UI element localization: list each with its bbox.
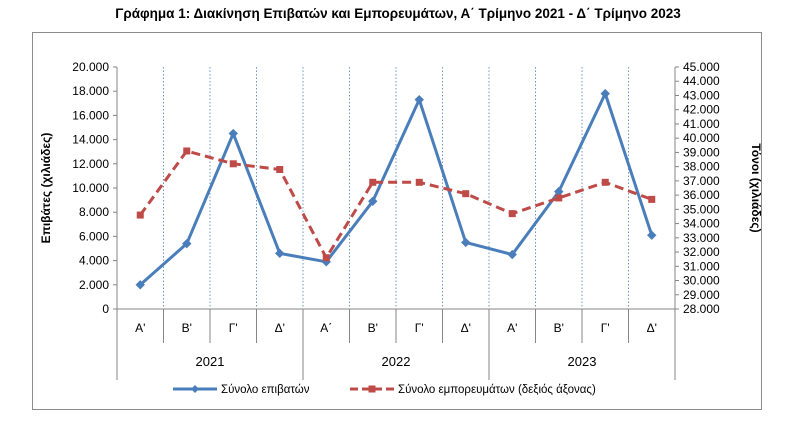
x-group-label-year: 2023 <box>568 354 597 369</box>
y-tick-label-left: 18.000 <box>72 84 109 98</box>
y-tick-label-right: 29.000 <box>683 288 720 302</box>
y-tick-label-left: 8.000 <box>79 205 109 219</box>
y-tick-label-right: 41.000 <box>683 117 720 131</box>
data-point-diamond <box>228 128 238 139</box>
data-point-square <box>229 160 237 168</box>
data-point-diamond <box>507 249 517 260</box>
x-tick-label-quarter: Δ' <box>647 321 657 335</box>
y-tick-label-right: 30.000 <box>683 274 720 288</box>
data-point-diamond <box>275 248 285 259</box>
x-tick-label-quarter: Γ' <box>229 321 238 335</box>
data-point-square <box>508 210 516 218</box>
y-tick-label-right: 39.000 <box>683 145 720 159</box>
x-tick-label-quarter: Α' <box>507 321 517 335</box>
legend-marker-diamond <box>191 385 199 393</box>
data-point-square <box>648 195 656 203</box>
data-point-square <box>276 165 284 173</box>
series-line-1 <box>139 92 654 286</box>
data-point-diamond <box>461 237 471 248</box>
x-tick-label-quarter: Β' <box>368 321 378 335</box>
y-tick-label-left: 12.000 <box>72 157 109 171</box>
x-tick-label-quarter: Α΄ <box>320 321 332 335</box>
y-tick-label-left: 6.000 <box>79 229 109 243</box>
data-point-square <box>183 147 191 155</box>
x-tick-label-quarter: Β' <box>182 321 192 335</box>
y-tick-label-right: 28.000 <box>683 302 720 316</box>
data-point-square <box>601 178 609 186</box>
data-point-diamond <box>600 88 610 99</box>
x-tick-label-quarter: Β' <box>554 321 564 335</box>
y-tick-label-left: 16.000 <box>72 108 109 122</box>
data-point-diamond <box>135 280 145 290</box>
series-line-2 <box>139 149 653 260</box>
data-point-diamond <box>647 230 657 240</box>
legend-label-2: Σύνολο εμπορευμάτων (δεξιός άξονας) <box>398 384 596 396</box>
data-point-diamond <box>182 238 192 249</box>
data-point-square <box>462 190 470 198</box>
y-tick-label-left: 4.000 <box>79 254 109 268</box>
y-tick-label-left: 14.000 <box>72 133 109 147</box>
legend-label-1: Σύνολο επιβατών <box>221 384 310 396</box>
legend-marker-square <box>368 385 376 393</box>
data-point-diamond <box>368 196 378 207</box>
x-group-label-year: 2022 <box>382 354 411 369</box>
data-point-square <box>322 254 330 262</box>
y-tick-label-right: 36.000 <box>683 188 720 202</box>
y-tick-label-right: 31.000 <box>683 259 720 273</box>
data-point-diamond <box>414 94 424 105</box>
x-tick-label-quarter: Γ' <box>415 321 424 335</box>
data-point-square <box>415 178 423 186</box>
data-point-square <box>555 194 563 202</box>
y-tick-label-right: 33.000 <box>683 231 720 245</box>
axis-layer: 0 2.000 4.000 6.000 8.000 10.000 12.000 14.000 1… <box>39 60 763 380</box>
y-axis-title-left: Επιβάτες (χιλιάδες) <box>39 133 53 244</box>
y-tick-label-right: 35.000 <box>683 202 720 216</box>
x-tick-label-quarter: Δ' <box>461 321 471 335</box>
y-tick-label-right: 38.000 <box>683 160 720 174</box>
x-tick-label-quarter: Γ' <box>601 321 610 335</box>
x-tick-label-quarter: Δ' <box>275 321 285 335</box>
x-tick-label-quarter: Α' <box>135 321 145 335</box>
y-tick-label-left: 0 <box>102 302 109 316</box>
y-tick-label-right: 43.000 <box>683 88 720 102</box>
y-tick-label-right: 34.000 <box>683 217 720 231</box>
y-tick-label-right: 42.000 <box>683 103 720 117</box>
chart-title: Γράφημα 1: Διακίνηση Επιβατών και Εμπορε… <box>115 6 681 21</box>
y-tick-label-right: 37.000 <box>683 174 720 188</box>
legend-layer: Σύνολο επιβατών Σύνολο εμπορευμάτων (δεξι… <box>173 384 596 396</box>
x-group-label-year: 2021 <box>196 354 225 369</box>
y-tick-label-left: 2.000 <box>79 278 109 292</box>
y-tick-label-right: 44.000 <box>683 74 720 88</box>
y-axis-title-right: Τόνοι (χιλιάδες) <box>749 143 763 232</box>
data-point-square <box>369 178 377 186</box>
y-tick-label-right: 45.000 <box>683 60 720 74</box>
chart-frame <box>32 32 762 410</box>
y-tick-label-right: 40.000 <box>683 131 720 145</box>
y-tick-label-left: 20.000 <box>72 60 109 74</box>
data-point-square <box>136 211 144 219</box>
y-tick-label-left: 10.000 <box>72 181 109 195</box>
series-layer <box>135 88 657 290</box>
y-tick-label-right: 32.000 <box>683 245 720 259</box>
